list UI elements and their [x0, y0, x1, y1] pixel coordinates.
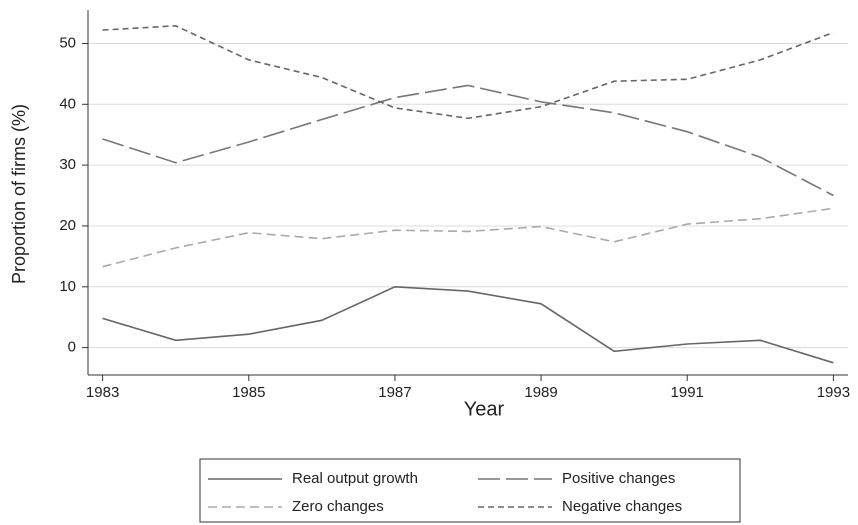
x-axis-title: Year [464, 398, 505, 420]
y-tick-label: 10 [59, 278, 76, 295]
series-line [102, 285, 834, 364]
y-tick-label: 40 [59, 95, 76, 112]
legend-box [199, 458, 741, 523]
y-tick-label: 0 [68, 339, 76, 356]
y-tick-label: 50 [59, 34, 76, 51]
y-tick-label: 30 [59, 156, 76, 173]
x-tick-label: 1987 [378, 384, 411, 401]
x-tick-label: 1993 [817, 384, 850, 401]
y-tick-label: 20 [59, 217, 76, 234]
series-line [102, 24, 834, 120]
legend-label: Zero changes [292, 498, 384, 515]
legend-label: Positive changes [562, 470, 675, 487]
series-line [102, 207, 834, 268]
legend-label: Negative changes [562, 498, 682, 515]
x-tick-label: 1985 [232, 384, 265, 401]
series-line [102, 84, 834, 197]
x-tick-label: 1983 [86, 384, 119, 401]
x-tick-label: 1991 [671, 384, 704, 401]
x-tick-label: 1989 [524, 384, 557, 401]
y-axis-title: Proportion of firms (%) [9, 104, 29, 284]
legend-label: Real output growth [292, 470, 418, 487]
